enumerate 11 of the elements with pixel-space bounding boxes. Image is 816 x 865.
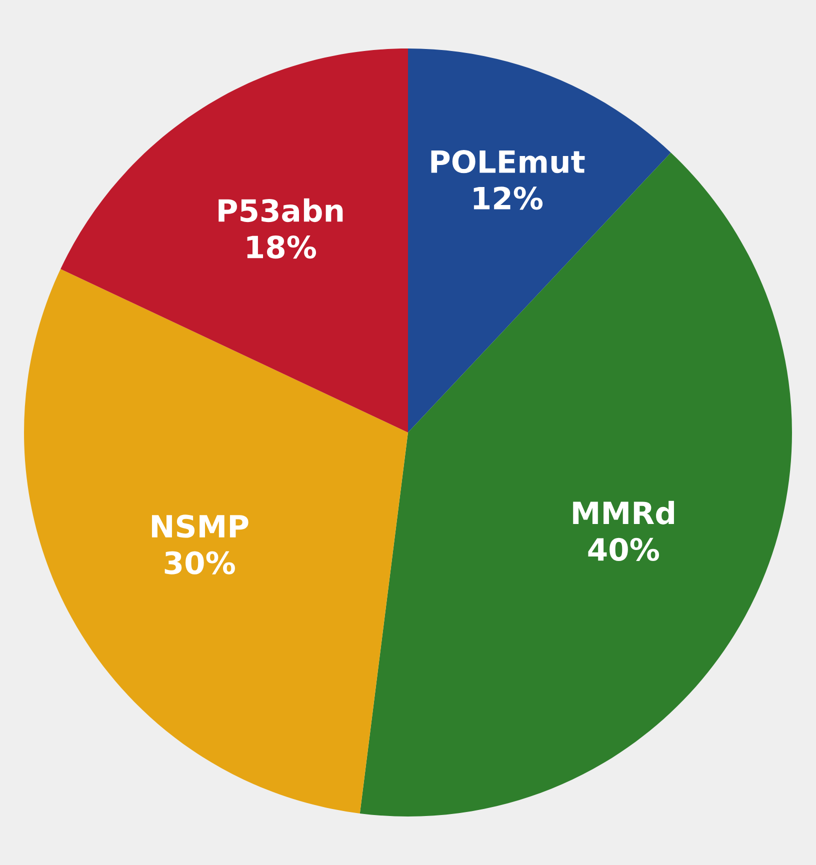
slice-label: P53abn [218, 198, 343, 222]
slice-label: NSMP [152, 514, 248, 538]
pie-slice [60, 48, 408, 432]
data-label: 30% [164, 551, 235, 574]
data-label: 12% [474, 186, 543, 210]
slice-label: POLEmut [431, 150, 585, 174]
pie-slice [408, 48, 671, 432]
slice-label: MMRd [573, 500, 674, 524]
pie-slice [24, 269, 408, 814]
data-label: 40% [588, 538, 660, 562]
data-label: 18% [247, 236, 316, 259]
